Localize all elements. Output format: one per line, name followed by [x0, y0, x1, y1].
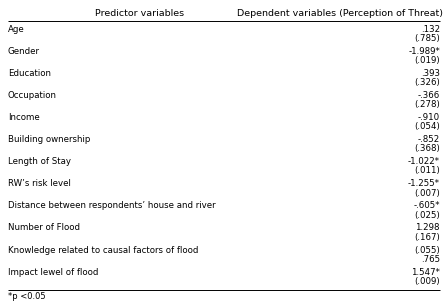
Text: Impact lewel of flood: Impact lewel of flood — [8, 268, 99, 277]
Text: Predictor variables: Predictor variables — [95, 9, 185, 18]
Text: 1.547*: 1.547* — [411, 268, 440, 277]
Text: *p <0.05: *p <0.05 — [8, 292, 46, 301]
Text: -.366: -.366 — [418, 91, 440, 100]
Text: -.605*: -.605* — [414, 201, 440, 210]
Text: (.019): (.019) — [414, 56, 440, 65]
Text: -1.989*: -1.989* — [408, 47, 440, 56]
Text: Distance between respondents’ house and river: Distance between respondents’ house and … — [8, 201, 215, 210]
Text: Income: Income — [8, 113, 40, 122]
Text: (.326): (.326) — [414, 78, 440, 87]
Text: (.368): (.368) — [414, 144, 440, 154]
Text: Length of Stay: Length of Stay — [8, 157, 71, 166]
Text: (.167): (.167) — [414, 233, 440, 242]
Text: (.278): (.278) — [414, 100, 440, 109]
Text: (.055): (.055) — [414, 246, 440, 254]
Text: Building ownership: Building ownership — [8, 135, 90, 144]
Text: Gender: Gender — [8, 47, 40, 56]
Text: (.785): (.785) — [414, 34, 440, 43]
Text: Education: Education — [8, 69, 51, 78]
Text: -.852: -.852 — [418, 135, 440, 144]
Text: (.007): (.007) — [414, 188, 440, 198]
Text: RW’s risk level: RW’s risk level — [8, 179, 71, 188]
Text: (.025): (.025) — [414, 211, 440, 219]
Text: -1.022*: -1.022* — [408, 157, 440, 166]
Text: .765: .765 — [421, 255, 440, 264]
Text: 1.298: 1.298 — [415, 223, 440, 233]
Text: Number of Flood: Number of Flood — [8, 223, 80, 233]
Text: Age: Age — [8, 25, 25, 34]
Text: -.910: -.910 — [418, 113, 440, 122]
Text: -1.255*: -1.255* — [408, 179, 440, 188]
Text: (.054): (.054) — [414, 122, 440, 131]
Text: Occupation: Occupation — [8, 91, 57, 100]
Text: (.011): (.011) — [414, 167, 440, 175]
Text: .132: .132 — [421, 25, 440, 34]
Text: (.009): (.009) — [414, 277, 440, 286]
Text: Dependent variables (Perception of Threat): Dependent variables (Perception of Threa… — [237, 9, 443, 18]
Text: Knowledge related to causal factors of flood: Knowledge related to causal factors of f… — [8, 246, 198, 254]
Text: .393: .393 — [421, 69, 440, 78]
